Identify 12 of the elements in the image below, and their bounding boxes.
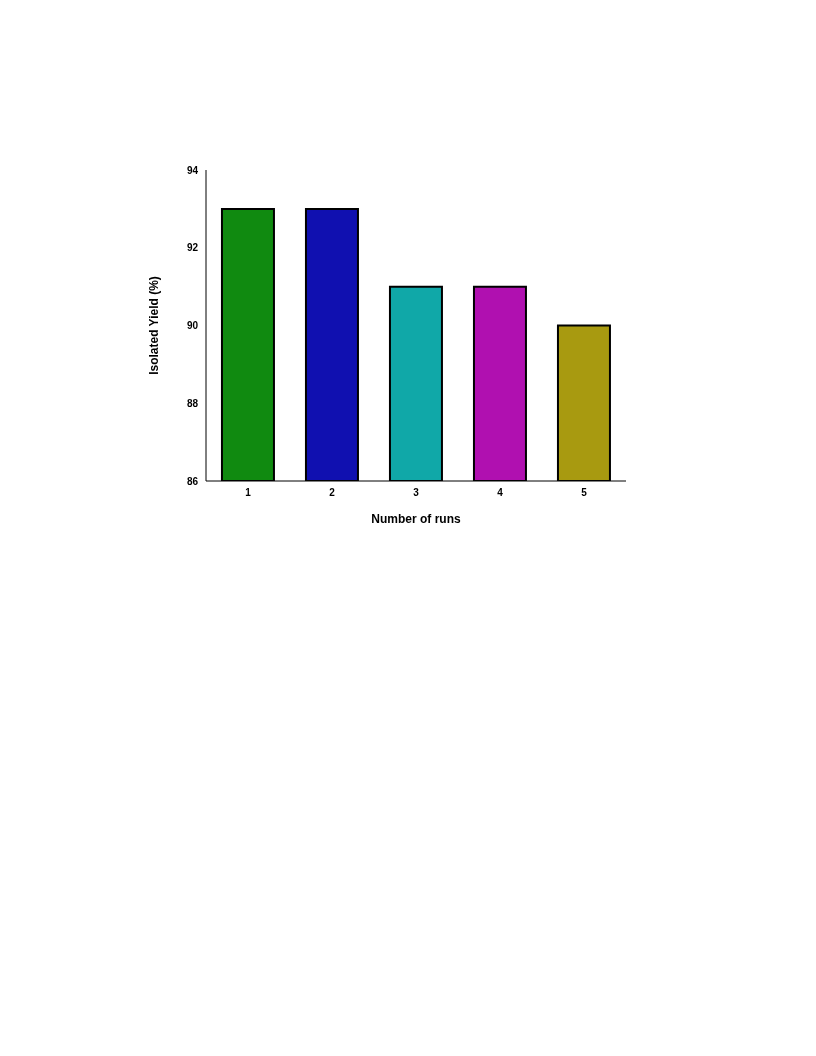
- y-tick-label: 90: [186, 320, 199, 332]
- y-axis-title: Isolated Yield (%): [147, 276, 162, 375]
- y-tick-label: 94: [186, 164, 199, 176]
- x-axis-title: Number of runs: [371, 512, 461, 526]
- x-tick-label: 5: [581, 487, 588, 499]
- x-tick-label: 2: [329, 487, 336, 499]
- x-tick-label: 1: [245, 487, 252, 499]
- y-tick-label: 88: [186, 397, 199, 409]
- y-tick-label: 86: [186, 475, 199, 487]
- x-tick-label: 4: [497, 487, 504, 499]
- x-tick-label: 3: [413, 487, 420, 499]
- y-tick-label: 92: [186, 242, 199, 254]
